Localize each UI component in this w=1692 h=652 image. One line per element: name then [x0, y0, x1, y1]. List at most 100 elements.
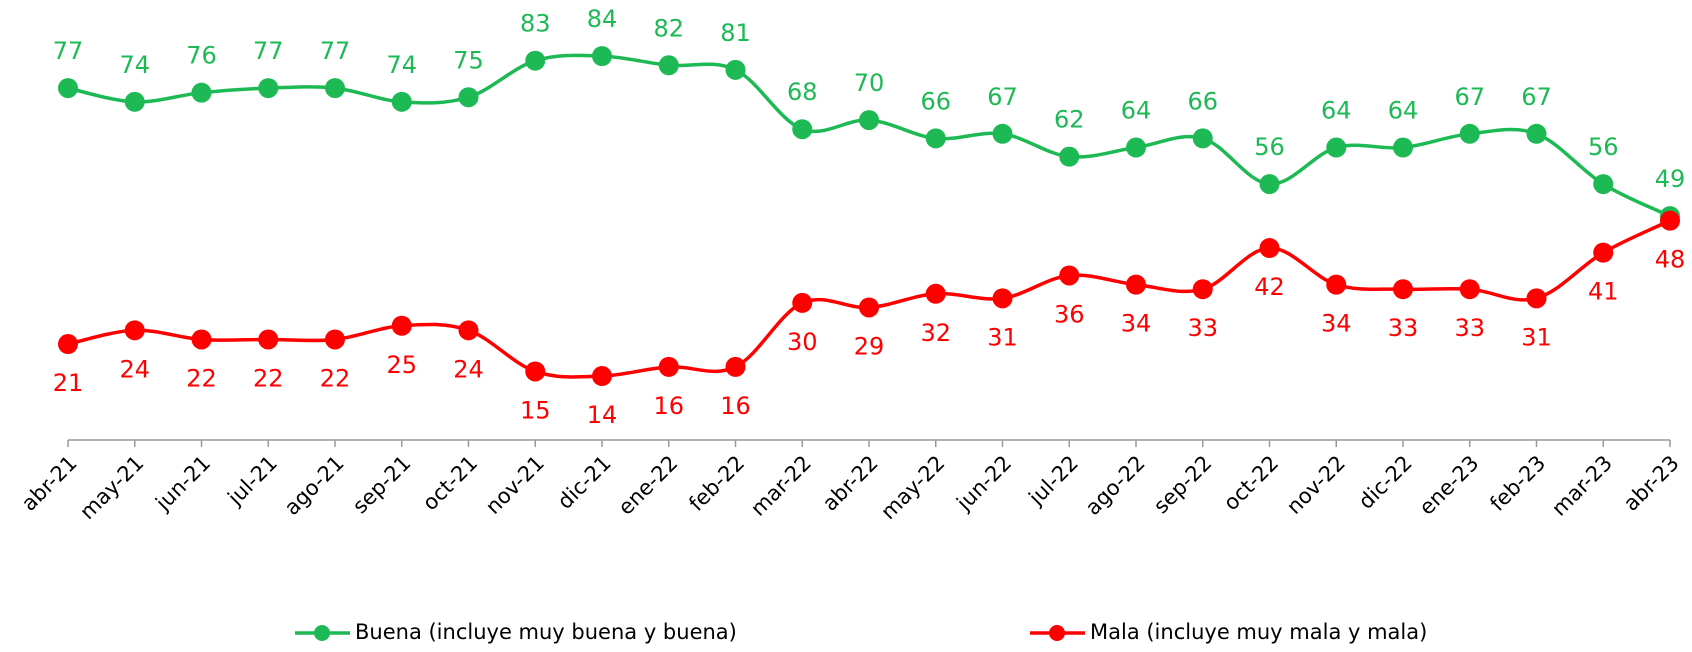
data-label: 22: [320, 364, 351, 392]
point: [458, 87, 479, 108]
point: [1059, 265, 1080, 286]
data-label: 67: [1521, 83, 1552, 111]
data-label: 67: [1454, 83, 1485, 111]
data-label: 16: [653, 392, 684, 420]
point: [925, 128, 946, 149]
point: [391, 91, 412, 112]
point: [1192, 128, 1213, 149]
data-label: 76: [186, 42, 217, 70]
x-tick-label: ene-22: [614, 451, 683, 520]
data-label: 32: [920, 319, 951, 347]
point: [792, 119, 813, 140]
data-label: 77: [253, 37, 284, 65]
x-tick-label: oct-21: [418, 451, 482, 515]
point: [1593, 174, 1614, 195]
data-label: 31: [1521, 323, 1552, 351]
point: [1459, 123, 1480, 144]
data-label: 25: [386, 351, 417, 379]
x-tick-label: oct-22: [1219, 451, 1283, 515]
data-label: 16: [720, 392, 751, 420]
point: [191, 82, 212, 103]
data-label: 75: [453, 46, 484, 74]
point: [792, 292, 813, 313]
x-tick-label: ene-23: [1415, 451, 1484, 520]
point: [191, 329, 212, 350]
data-label: 22: [186, 364, 217, 392]
data-label: 24: [453, 355, 484, 383]
data-label: 83: [520, 10, 551, 38]
data-label: 81: [720, 19, 751, 47]
point: [1393, 137, 1413, 158]
data-label: 68: [787, 78, 818, 106]
point: [859, 297, 879, 318]
legend-label: Mala (incluye muy mala y mala): [1090, 620, 1427, 644]
point: [658, 356, 679, 377]
x-tick-label: jul-22: [1023, 451, 1083, 511]
point: [458, 320, 479, 341]
data-label: 33: [1388, 314, 1419, 342]
point: [1259, 174, 1280, 195]
data-label: 31: [987, 323, 1018, 351]
point: [1459, 279, 1480, 300]
data-label: 21: [53, 369, 84, 397]
x-tick-label: sep-22: [1149, 451, 1217, 519]
point: [592, 46, 612, 67]
x-tick-label: dic-22: [1354, 451, 1417, 514]
x-tick-label: ago-21: [280, 451, 349, 520]
data-label: 64: [1388, 97, 1419, 125]
data-label: 24: [119, 355, 150, 383]
point: [525, 361, 546, 382]
point: [1192, 279, 1213, 300]
point: [391, 315, 412, 336]
data-label: 66: [1187, 87, 1218, 115]
point: [925, 283, 946, 304]
legend-marker: [314, 625, 330, 641]
point: [725, 356, 746, 377]
point: [992, 123, 1013, 144]
point: [859, 110, 879, 131]
data-label: 49: [1655, 165, 1686, 193]
data-label: 56: [1254, 133, 1285, 161]
data-label: 56: [1588, 133, 1619, 161]
point: [592, 366, 612, 387]
data-label: 82: [653, 14, 684, 42]
point: [1593, 242, 1614, 263]
x-tick-label: abr-23: [1619, 451, 1684, 516]
data-label: 74: [386, 51, 417, 79]
point: [1326, 137, 1347, 158]
data-label: 42: [1254, 273, 1285, 301]
data-label: 30: [787, 328, 818, 356]
point: [325, 329, 345, 350]
x-tick-label: nov-21: [481, 451, 549, 519]
data-label: 77: [53, 37, 84, 65]
x-tick-label: may-22: [876, 451, 949, 524]
x-tick-label: abr-22: [818, 451, 883, 516]
data-label: 77: [320, 37, 351, 65]
point: [992, 288, 1013, 309]
x-tick-label: feb-23: [1485, 451, 1550, 516]
point: [725, 59, 746, 80]
data-label: 62: [1054, 106, 1085, 134]
x-tick-label: mar-22: [746, 451, 816, 521]
point: [124, 320, 145, 341]
x-tick-label: sep-21: [348, 451, 416, 519]
point: [124, 91, 145, 112]
data-label: 64: [1121, 97, 1152, 125]
data-label: 34: [1321, 310, 1352, 338]
point: [1393, 279, 1413, 300]
point: [258, 78, 279, 99]
data-label: 33: [1187, 314, 1218, 342]
point: [58, 334, 78, 355]
point: [1326, 274, 1347, 295]
data-label: 70: [854, 69, 885, 97]
data-label: 34: [1121, 310, 1152, 338]
data-label: 64: [1321, 97, 1352, 125]
data-label: 84: [587, 5, 618, 33]
x-tick-label: dic-21: [553, 451, 616, 514]
point: [658, 55, 679, 76]
point: [1526, 288, 1547, 309]
x-tick-label: nov-22: [1282, 451, 1350, 519]
data-label: 22: [253, 364, 284, 392]
point: [1259, 238, 1280, 259]
